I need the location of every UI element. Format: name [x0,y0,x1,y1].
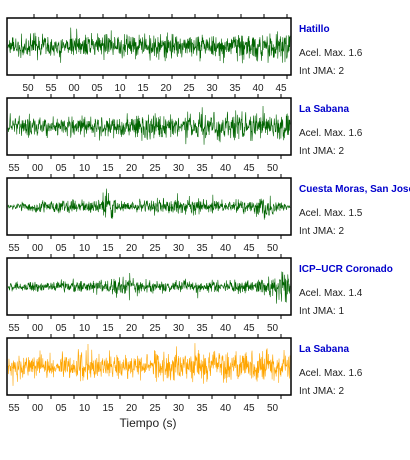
tick-label: 05 [91,83,103,94]
tick-label: 25 [149,323,161,334]
tick-label: 55 [8,243,20,254]
tick-label: 15 [102,163,114,174]
tick-label: 25 [149,243,161,254]
tick-label: 35 [196,243,208,254]
tick-label: 40 [252,83,264,94]
tick-label: 10 [79,163,91,174]
tick-label: 25 [183,83,195,94]
tick-label: 50 [267,243,279,254]
tick-label: 40 [220,163,232,174]
accel-max-text: Acel. Max. 1.4 [299,288,363,299]
jma-intensity-text: Int JMA: 2 [299,226,344,237]
tick-label: 15 [102,323,114,334]
accel-max-text: Acel. Max. 1.6 [299,368,363,379]
accel-max-text: Acel. Max. 1.6 [299,128,363,139]
tick-label: 05 [55,163,67,174]
tick-label: 00 [32,403,44,414]
tick-label: 20 [126,323,138,334]
tick-label: 30 [173,163,185,174]
tick-label: 50 [267,163,279,174]
tick-label: 35 [196,323,208,334]
seismogram-trace-5 [7,343,291,386]
tick-label: 35 [229,83,241,94]
tick-label: 55 [8,403,20,414]
tick-label: 10 [79,403,91,414]
tick-label: 05 [55,323,67,334]
panel-3: 55 00 05 10 15 20 25 30 35 40 45 50 Cuesta Moras, Sa… [6,174,410,254]
tick-label: 10 [79,323,91,334]
seismogram-trace-1 [7,27,291,64]
jma-intensity-text: Int JMA: 2 [299,386,344,397]
panel-2: 55 00 05 10 15 20 25 30 35 40 45 50 La Sabana Acel. M… [6,94,363,174]
tick-label: 00 [32,323,44,334]
station-name: Cuesta Moras, San Jose [299,184,410,195]
tick-label: 30 [206,83,218,94]
tick-label: 00 [68,83,80,94]
panel-frame-5 [6,337,292,396]
tick-label: 05 [55,243,67,254]
panel-frame-3 [6,177,292,236]
panel-4: 55 00 05 10 15 20 25 30 35 40 45 50 ICP–UCR Coronado… [6,254,393,334]
tick-label: 35 [196,403,208,414]
jma-intensity-text: Int JMA: 1 [299,306,344,317]
tick-label: 25 [149,403,161,414]
tick-label: 55 [8,163,20,174]
jma-intensity-text: Int JMA: 2 [299,146,344,157]
tick-label: 40 [220,243,232,254]
tick-label: 15 [137,83,149,94]
tick-label: 40 [220,323,232,334]
tick-label: 55 [45,83,57,94]
tick-label: 20 [126,243,138,254]
tick-label: 30 [173,243,185,254]
seismogram-trace-2 [7,106,291,145]
station-name: La Sabana [299,344,349,355]
tick-label: 45 [243,243,255,254]
panel-frame-2 [6,97,292,156]
tick-label: 30 [173,403,185,414]
tick-label: 15 [102,403,114,414]
x-axis-label: Tiempo (s) [120,416,177,430]
tick-label: 00 [32,163,44,174]
tick-label: 35 [196,163,208,174]
panel-5: 55 00 05 10 15 20 25 30 35 40 45 50 La Sabana Acel. M… [6,334,363,414]
tick-label: 20 [160,83,172,94]
accel-max-text: Acel. Max. 1.6 [299,48,363,59]
tick-label: 05 [55,403,67,414]
jma-intensity-text: Int JMA: 2 [299,66,344,77]
tick-label: 50 [267,323,279,334]
tick-label: 45 [243,323,255,334]
accel-max-text: Acel. Max. 1.5 [299,208,363,219]
tick-label: 10 [79,243,91,254]
tick-label: 40 [220,403,232,414]
tick-label: 45 [243,163,255,174]
tick-label: 20 [126,163,138,174]
tick-label: 00 [32,243,44,254]
tick-label: 25 [149,163,161,174]
tick-label: 55 [8,323,20,334]
tick-label: 45 [275,83,287,94]
tick-label: 20 [126,403,138,414]
station-name: La Sabana [299,104,349,115]
station-name: ICP–UCR Coronado [299,264,393,275]
tick-label: 10 [114,83,126,94]
tick-label: 50 [267,403,279,414]
seismogram-trace-3 [7,188,291,220]
tick-label: 30 [173,323,185,334]
panel-frame-4 [6,257,292,316]
station-name: Hatillo [299,24,330,35]
tick-label: 45 [243,403,255,414]
tick-label: 50 [22,83,34,94]
seismogram-trace-4 [7,271,291,304]
tick-label: 15 [102,243,114,254]
panel-1: 50 55 00 05 10 15 20 25 30 35 40 45 Hatillo Acel. Max… [6,14,363,94]
